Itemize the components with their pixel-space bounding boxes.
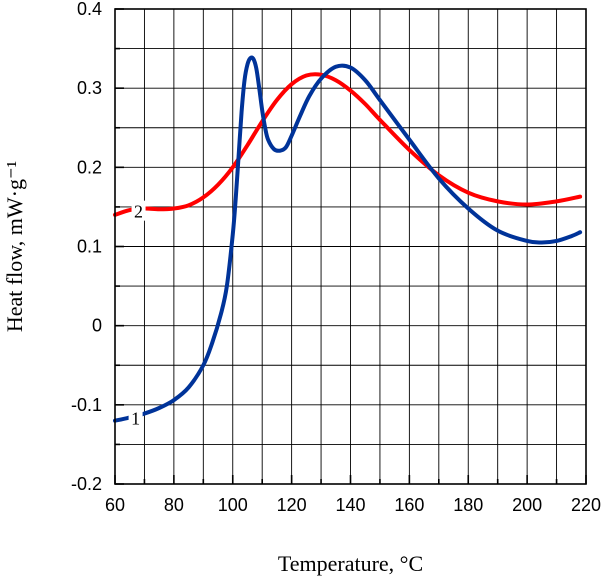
curve-label-bg [131, 200, 146, 221]
x-tick-label: 120 [277, 495, 307, 515]
y-tick-labels: -0.2 -0.1 0 0.1 0.2 0.3 0.4 [71, 0, 102, 494]
y-tick-label: -0.2 [71, 474, 102, 494]
x-tick-label: 200 [512, 495, 542, 515]
y-tick-label: 0.1 [77, 237, 102, 257]
x-tick-label: 160 [394, 495, 424, 515]
grid-lines [115, 9, 586, 484]
x-tick-label: 100 [218, 495, 248, 515]
curve-label-1: 1 [131, 408, 140, 428]
y-tick-label: 0.3 [77, 78, 102, 98]
curve-labels: 12 [128, 200, 146, 428]
curve-label-2: 2 [134, 202, 143, 222]
x-tick-label: 140 [335, 495, 365, 515]
x-tick-labels: 60 80 100 120 140 160 180 200 220 [105, 495, 601, 515]
curve-label-bg [128, 407, 143, 428]
series-layer [113, 55, 583, 423]
series-line-1 [113, 55, 583, 423]
x-tick-label: 60 [105, 495, 125, 515]
y-axis-title: Heat flow, mW·g⁻¹ [2, 161, 27, 332]
x-tick-label: 80 [164, 495, 184, 515]
x-tick-label: 180 [453, 495, 483, 515]
axis-ticks [114, 8, 587, 485]
y-tick-label: -0.1 [71, 395, 102, 415]
y-tick-label: 0.4 [77, 0, 102, 19]
x-tick-label: 220 [571, 495, 601, 515]
y-tick-label: 0 [92, 316, 102, 336]
series-line-2 [113, 72, 583, 217]
y-tick-label: 0.2 [77, 157, 102, 177]
x-axis-title: Temperature, °C [278, 551, 423, 576]
